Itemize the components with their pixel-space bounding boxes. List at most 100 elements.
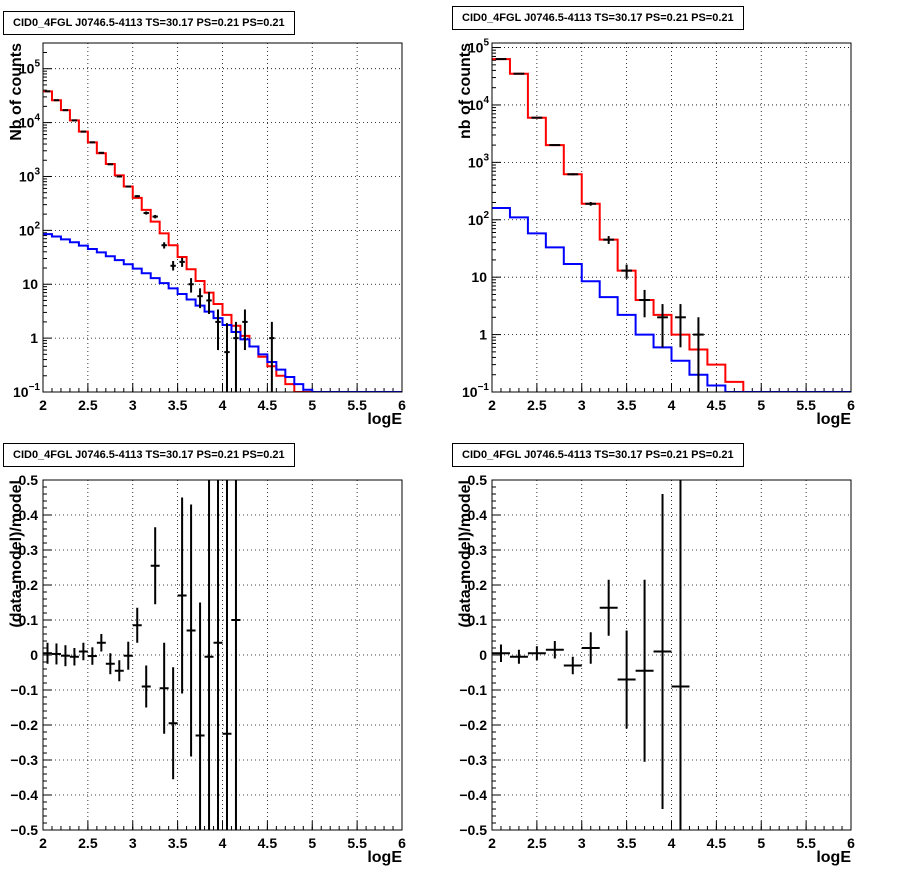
x-tick-label: 4.5 (707, 835, 727, 851)
panel-2-title: CID0_4FGL J0746.5-4113 TS=30.17 PS=0.21 … (452, 6, 744, 30)
data-point (653, 494, 672, 809)
x-tick-label: 5 (757, 397, 765, 413)
x-tick-label: 6 (398, 397, 406, 413)
x-tick-label: 5 (757, 835, 765, 851)
data-point (105, 653, 115, 675)
y-tick-label: 103 (19, 166, 41, 184)
data-point (87, 647, 97, 665)
data-point (60, 645, 70, 667)
data-point (215, 309, 221, 351)
y-tick-label: 104 (468, 95, 490, 113)
y-tick-label: 10 (22, 276, 38, 292)
y-tick-label: 1 (479, 327, 487, 343)
panel-4-title: CID0_4FGL J0746.5-4113 TS=30.17 PS=0.21 … (452, 443, 744, 467)
y-tick-label: −0.3 (10, 752, 38, 768)
y-tick-label: −0.4 (459, 787, 487, 803)
x-tick-label: 4 (219, 835, 227, 851)
data-point (545, 641, 564, 659)
data-point (116, 175, 122, 178)
data-point (132, 607, 142, 643)
plot-frame (42, 479, 403, 831)
data-point (527, 646, 546, 661)
x-tick-label: 5 (308, 835, 316, 851)
y-tick-label: 10−1 (13, 382, 40, 400)
data-point (159, 642, 169, 734)
y-tick-label: −0.2 (10, 717, 38, 733)
y-tick-label: 0.3 (19, 542, 39, 558)
y-axis-title: (data-model)/model (8, 480, 25, 628)
y-tick-label: −0.1 (459, 682, 487, 698)
y-tick-label: 0.1 (468, 612, 488, 628)
data-point (509, 649, 528, 664)
y-tick-label: 0.4 (19, 507, 39, 523)
data-point (186, 504, 196, 757)
x-tick-label: 6 (847, 397, 855, 413)
y-tick-label: 0.1 (19, 612, 39, 628)
x-axis-title: logE (816, 849, 851, 866)
x-tick-label: 2 (488, 835, 496, 851)
data-point (141, 665, 151, 708)
data-point (188, 278, 194, 293)
data-point (671, 480, 690, 830)
y-tick-label: 0.4 (468, 507, 488, 523)
x-tick-label: 2 (39, 397, 47, 413)
y-tick-label: 103 (468, 152, 490, 170)
x-tick-label: 3.5 (617, 835, 637, 851)
x-tick-label: 5.5 (347, 835, 367, 851)
x-tick-label: 3 (129, 835, 137, 851)
data-point (675, 304, 686, 348)
data-point (621, 264, 633, 279)
data-point (531, 116, 543, 119)
data-point (563, 656, 582, 675)
y-tick-label: 1 (30, 330, 38, 346)
y-tick-label: 105 (19, 59, 41, 77)
y-tick-label: −0.4 (10, 787, 38, 803)
data-point (206, 291, 212, 315)
x-tick-label: 2.5 (527, 397, 547, 413)
x-tick-label: 4.5 (707, 397, 727, 413)
x-axis-title: logE (816, 411, 851, 428)
y-tick-label: −0.2 (459, 717, 487, 733)
data-point (89, 141, 96, 144)
panel-3-title: CID0_4FGL J0746.5-4113 TS=30.17 PS=0.21 … (3, 443, 295, 467)
x-tick-label: 2.5 (78, 835, 98, 851)
plot-frame (42, 42, 403, 393)
data-point (567, 173, 579, 176)
y-tick-label: 0 (30, 647, 38, 663)
data-point (150, 527, 160, 605)
data-point (98, 151, 105, 154)
x-tick-label: 5.5 (796, 397, 816, 413)
y-tick-label: 10 (471, 269, 487, 285)
data-point (179, 257, 185, 267)
x-axis-title: logE (367, 411, 402, 428)
data-point (231, 480, 241, 830)
x-tick-label: 6 (398, 835, 406, 851)
data-point (204, 480, 214, 830)
data-point (123, 641, 133, 670)
panel-4: 2 2.5 3 3.5 4 4.5 5 5.5 6 −0.5 −0.4 −0.3 −0.2 −0.1 0 0.… (457, 472, 855, 866)
data-point (269, 321, 275, 392)
x-axis-title: logE (367, 849, 402, 866)
panel-1-title: CID0_4FGL J0746.5-4113 TS=30.17 PS=0.21 … (3, 11, 295, 35)
panel-3: 2 2.5 3 3.5 4 4.5 5 5.5 6 −0.5 −0.4 −0.3 −0.2 −0.1 0 0.… (8, 472, 406, 866)
data-point (549, 144, 561, 147)
data-point (603, 236, 615, 244)
x-tick-label: 4 (668, 397, 676, 413)
x-tick-label: 2.5 (527, 835, 547, 851)
data-point (125, 185, 131, 188)
data-point (585, 201, 597, 206)
y-tick-label: 102 (19, 220, 41, 238)
x-tick-label: 2 (39, 835, 47, 851)
data-point (78, 642, 88, 661)
x-tick-label: 4 (668, 835, 676, 851)
data-point (657, 304, 668, 348)
data-point (177, 497, 187, 694)
data-point (152, 214, 158, 219)
x-tick-label: 4 (219, 397, 227, 413)
x-tick-label: 2.5 (78, 397, 98, 413)
y-tick-label: 0.3 (468, 542, 488, 558)
x-tick-label: 3 (578, 397, 586, 413)
y-tick-label: −0.3 (459, 752, 487, 768)
